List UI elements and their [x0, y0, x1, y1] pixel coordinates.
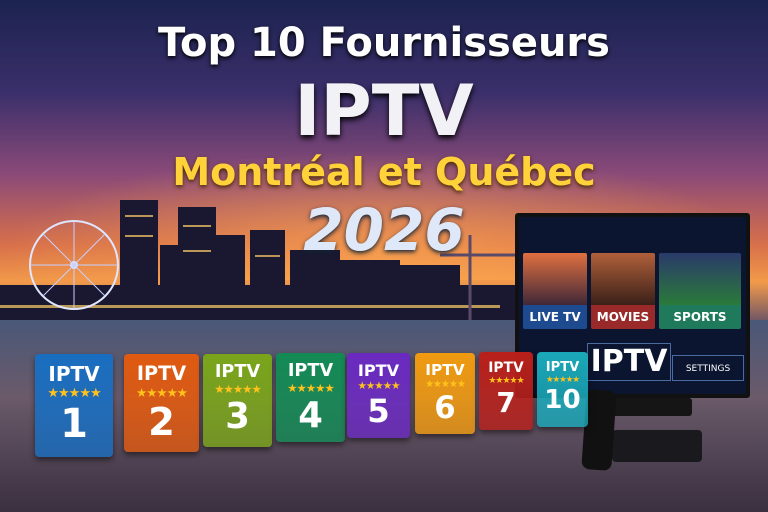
tile-sports: SPORTS	[659, 253, 741, 329]
tile-movies: MOVIES	[591, 253, 655, 329]
rank-card-2: IPTV ★★★★★ 2	[124, 354, 199, 452]
title-line-1: Top 10 Fournisseurs	[158, 20, 610, 66]
card-label: IPTV	[136, 362, 187, 385]
rank-card-5: IPTV ★★★★★ 5	[347, 353, 410, 438]
rank-card-1: IPTV ★★★★★ 1	[35, 354, 113, 457]
tv-screen: LIVE TV MOVIES SPORTS IPTV SETTINGS	[515, 213, 750, 398]
rank-card-7: IPTV ★★★★★ 7	[479, 352, 533, 430]
star-rating-icon: ★★★★★	[425, 379, 466, 390]
tv-stand	[612, 398, 692, 416]
card-rank: 1	[60, 401, 88, 447]
card-label: IPTV	[287, 361, 334, 381]
card-label: IPTV	[425, 361, 465, 379]
star-rating-icon: ★★★★★	[287, 381, 335, 395]
rank-card-4: IPTV ★★★★★ 4	[276, 353, 345, 442]
rank-card-3: IPTV ★★★★★ 3	[203, 354, 272, 447]
star-rating-icon: ★★★★★	[47, 386, 101, 401]
star-rating-icon: ★★★★★	[488, 376, 524, 386]
card-label: IPTV	[357, 361, 400, 380]
card-rank: 3	[225, 396, 250, 437]
rank-card-6: IPTV ★★★★★ 6	[415, 353, 475, 434]
card-label: IPTV	[488, 360, 524, 376]
card-rank: 5	[367, 392, 390, 430]
card-rank: 10	[544, 385, 581, 415]
tv-iptv-logo: IPTV	[587, 343, 671, 381]
card-rank: 2	[148, 400, 175, 445]
star-rating-icon: ★★★★★	[135, 385, 188, 400]
tile-live-tv: LIVE TV	[523, 253, 587, 329]
set-top-box	[612, 430, 702, 462]
star-rating-icon: ★★★★★	[214, 382, 262, 396]
settings-button: SETTINGS	[672, 355, 744, 381]
title-line-3: Montréal et Québec	[172, 150, 596, 194]
card-label: IPTV	[545, 360, 580, 375]
card-label: IPTV	[48, 362, 100, 386]
title-year: 2026	[303, 196, 465, 264]
card-rank: 6	[434, 390, 456, 426]
star-rating-icon: ★★★★★	[357, 380, 400, 392]
card-rank: 7	[496, 386, 516, 419]
card-label: IPTV	[214, 362, 261, 382]
star-rating-icon: ★★★★★	[545, 375, 580, 385]
title-line-2: IPTV	[294, 70, 474, 152]
card-rank: 4	[298, 395, 323, 436]
rank-card-10: IPTV ★★★★★ 10	[537, 352, 588, 427]
